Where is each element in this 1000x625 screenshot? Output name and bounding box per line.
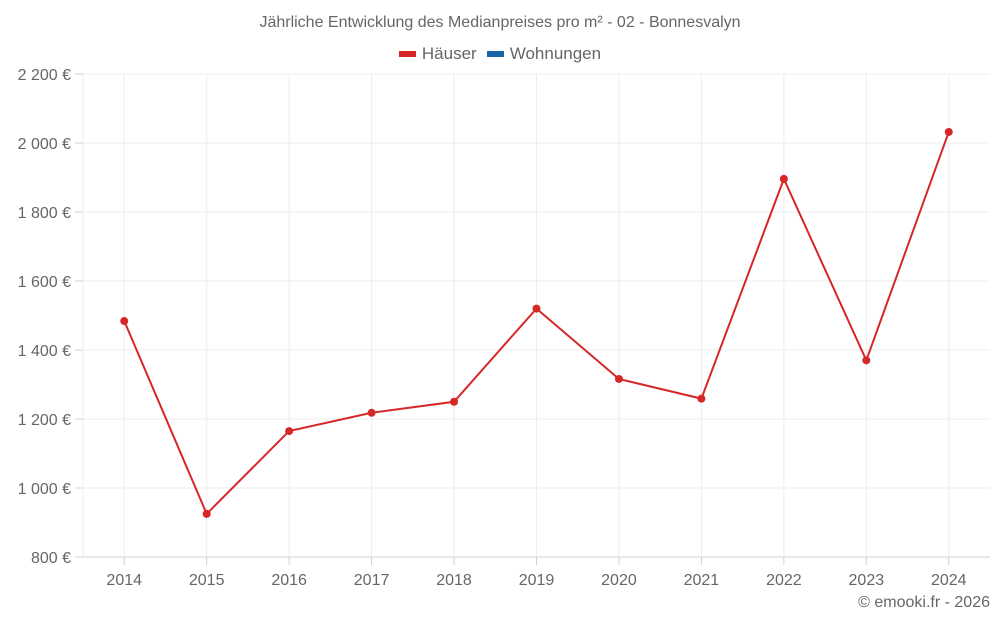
data-point <box>779 174 788 183</box>
data-point <box>862 356 871 365</box>
credit-text: © emooki.fr - 2026 <box>858 594 990 611</box>
x-axis-label: 2015 <box>189 572 225 589</box>
data-point <box>614 374 623 383</box>
data-point <box>367 408 376 417</box>
chart-title: Jährliche Entwicklung des Medianpreises … <box>259 14 741 31</box>
data-point <box>450 397 459 406</box>
y-axis-label: 1 400 € <box>18 343 71 360</box>
legend-swatch-icon <box>486 51 504 57</box>
data-point <box>944 127 953 136</box>
y-axis-label: 1 000 € <box>18 481 71 498</box>
legend: Häuser Wohnungen <box>0 44 1000 64</box>
x-axis-label: 2022 <box>766 572 802 589</box>
x-axis-label: 2019 <box>519 572 555 589</box>
legend-item-wohnungen[interactable]: Wohnungen <box>486 44 602 64</box>
data-point <box>202 509 211 518</box>
data-point <box>697 394 706 403</box>
x-axis-label: 2018 <box>436 572 472 589</box>
y-axis-label: 2 000 € <box>18 136 71 153</box>
legend-swatch-icon <box>398 51 416 57</box>
legend-label: Wohnungen <box>509 44 602 63</box>
x-axis-label: 2024 <box>931 572 967 589</box>
x-axis-label: 2016 <box>271 572 307 589</box>
x-axis-label: 2023 <box>849 572 885 589</box>
y-axis-label: 1 600 € <box>18 274 71 291</box>
x-axis-label: 2017 <box>354 572 390 589</box>
data-point <box>120 317 129 326</box>
x-axis-label: 2021 <box>684 572 720 589</box>
x-axis-label: 2014 <box>106 572 142 589</box>
legend-item-haeuser[interactable]: Häuser <box>398 44 477 64</box>
y-axis-label: 800 € <box>31 550 71 567</box>
x-axis-label: 2020 <box>601 572 637 589</box>
y-axis-label: 2 200 € <box>18 67 71 84</box>
data-point <box>532 304 541 313</box>
data-point <box>285 427 294 436</box>
y-axis-label: 1 800 € <box>18 205 71 222</box>
legend-label: Häuser <box>421 44 477 63</box>
y-axis-label: 1 200 € <box>18 412 71 429</box>
